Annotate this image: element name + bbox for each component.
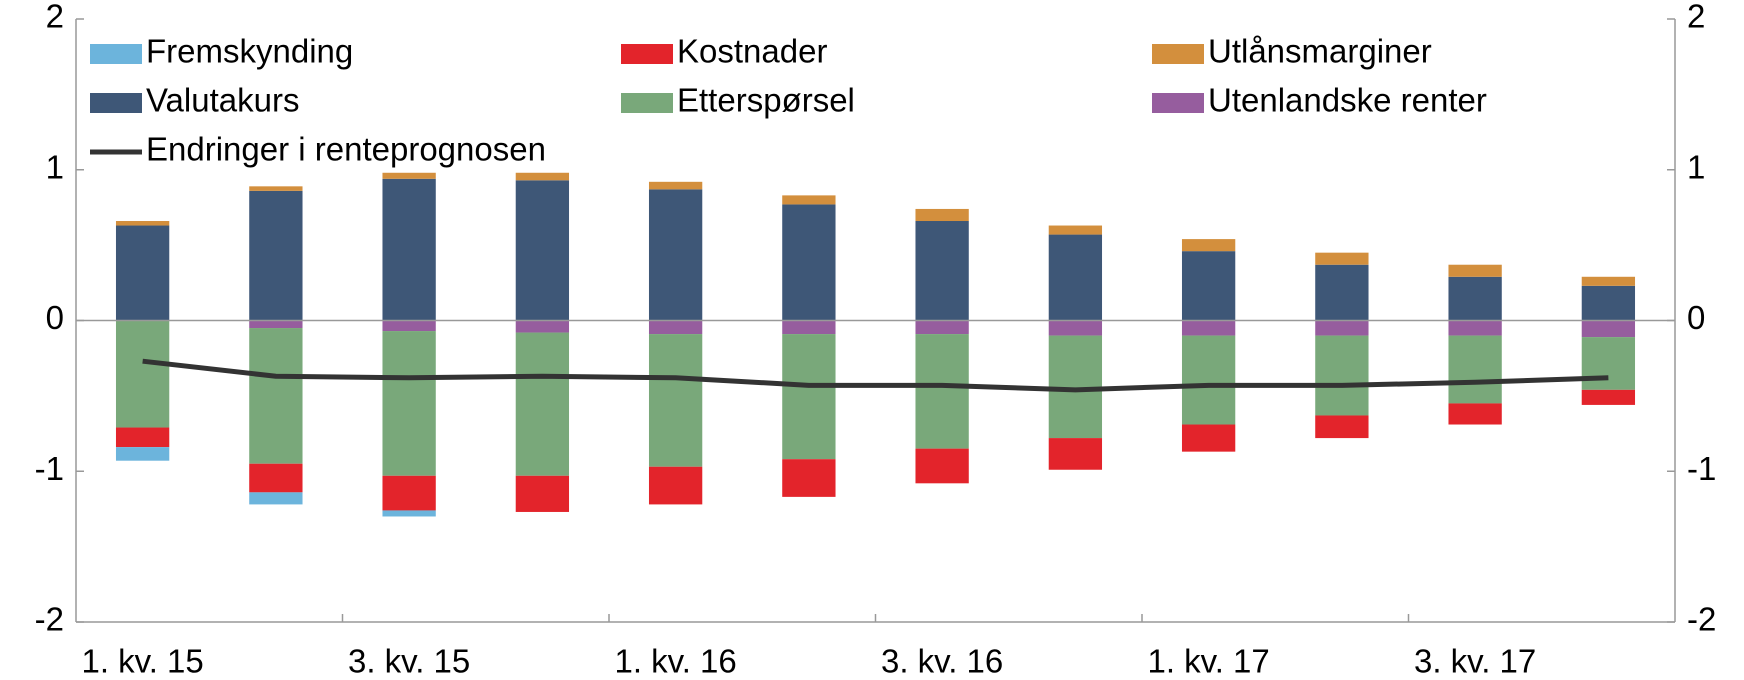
- bar: [515, 180, 570, 321]
- bar: [1181, 251, 1236, 321]
- bar: [1581, 276, 1636, 286]
- bar: [1048, 438, 1103, 470]
- bar: [249, 328, 303, 464]
- x-tick-label: 1. kv. 17: [1147, 643, 1269, 680]
- bar: [1315, 252, 1369, 265]
- bar: [1448, 264, 1502, 277]
- y2-tick-label: 0: [1687, 299, 1705, 336]
- bar: [782, 459, 836, 497]
- bar: [382, 320, 436, 332]
- bar: [249, 186, 303, 191]
- bar: [115, 225, 170, 321]
- legend-swatch: [1152, 44, 1204, 64]
- x-tick-label: 3. kv. 15: [348, 643, 470, 680]
- bar: [1048, 225, 1103, 235]
- bar: [115, 447, 170, 461]
- bar: [1048, 234, 1103, 321]
- bar: [382, 172, 436, 179]
- bar: [915, 448, 969, 484]
- bar: [1581, 389, 1636, 405]
- bar: [782, 195, 836, 205]
- legend-swatch: [621, 44, 673, 64]
- y2-tick-label: 2: [1687, 0, 1705, 35]
- bar: [1581, 337, 1636, 390]
- bar: [115, 320, 170, 428]
- legend-label: Valutakurs: [146, 82, 299, 119]
- bar: [249, 492, 303, 505]
- y2-tick-label: -1: [1687, 450, 1716, 487]
- y-tick-label: 2: [46, 0, 64, 35]
- legend-label: Utlånsmarginer: [1208, 33, 1432, 70]
- legend-label: Endringer i renteprognosen: [146, 131, 546, 168]
- legend-label: Etterspørsel: [677, 82, 855, 119]
- bar: [1181, 239, 1236, 252]
- bar: [782, 334, 836, 460]
- bar: [1181, 320, 1236, 336]
- bar: [1315, 335, 1369, 416]
- y-tick-label: 0: [46, 299, 64, 336]
- bar: [1581, 285, 1636, 321]
- bar: [515, 320, 570, 333]
- x-tick-label: 3. kv. 17: [1414, 643, 1536, 680]
- bar: [915, 221, 969, 321]
- bar: [915, 320, 969, 335]
- bar: [115, 427, 170, 448]
- legend-label: Utenlandske renter: [1208, 82, 1487, 119]
- legend-swatch: [621, 93, 673, 113]
- bar: [249, 190, 303, 321]
- y-tick-label: -2: [35, 601, 64, 638]
- bar: [648, 466, 703, 505]
- bar: [1315, 415, 1369, 439]
- bar: [1581, 320, 1636, 338]
- y2-tick-label: -2: [1687, 601, 1716, 638]
- bar: [782, 320, 836, 335]
- bar: [1448, 276, 1502, 321]
- bar: [515, 332, 570, 476]
- bar: [515, 172, 570, 181]
- line: [142, 358, 1609, 393]
- bar: [382, 178, 436, 321]
- bar: [648, 334, 703, 467]
- legend-label: Kostnader: [677, 33, 827, 70]
- bar: [249, 320, 303, 329]
- x-tick-label: 1. kv. 15: [81, 643, 203, 680]
- bar: [249, 463, 303, 493]
- x-tick-label: 3. kv. 16: [881, 643, 1003, 680]
- bar: [1315, 320, 1369, 336]
- bar: [1448, 320, 1502, 336]
- legend-label: Fremskynding: [146, 33, 353, 70]
- bar: [115, 221, 170, 226]
- y-tick-label: 1: [46, 148, 64, 185]
- bar: [382, 331, 436, 476]
- bar: [915, 334, 969, 449]
- bar: [1448, 335, 1502, 404]
- legend-swatch: [90, 44, 142, 64]
- bar: [648, 189, 703, 321]
- bar: [648, 320, 703, 335]
- bar: [915, 208, 969, 222]
- bar: [1448, 403, 1502, 425]
- bar: [1181, 335, 1236, 425]
- x-tick-label: 1. kv. 16: [614, 643, 736, 680]
- legend-swatch: [90, 93, 142, 113]
- bar: [1315, 264, 1369, 321]
- bar: [1048, 320, 1103, 336]
- y-tick-label: -1: [35, 450, 64, 487]
- bar: [382, 510, 436, 517]
- bar: [382, 475, 436, 511]
- y2-tick-label: 1: [1687, 148, 1705, 185]
- bar: [515, 475, 570, 512]
- bar: [1181, 424, 1236, 452]
- bar: [782, 204, 836, 321]
- bar: [648, 181, 703, 190]
- legend-swatch: [1152, 93, 1204, 113]
